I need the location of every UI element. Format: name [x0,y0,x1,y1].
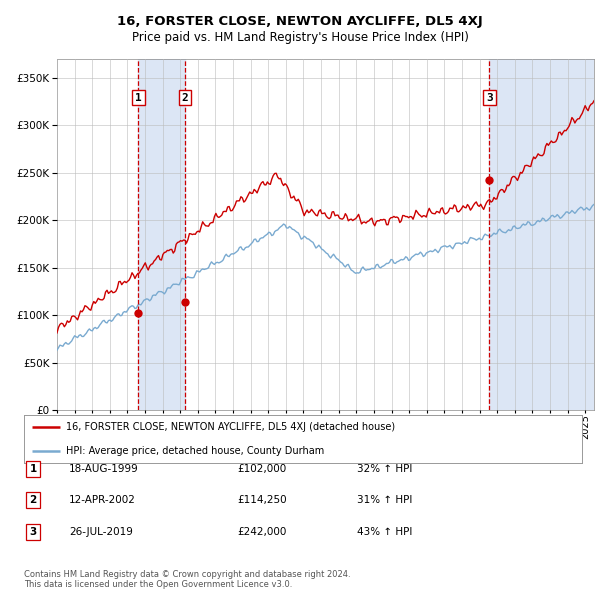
Text: 1: 1 [29,464,37,474]
Text: 43% ↑ HPI: 43% ↑ HPI [357,527,412,536]
Text: 3: 3 [29,527,37,536]
Text: Price paid vs. HM Land Registry's House Price Index (HPI): Price paid vs. HM Land Registry's House … [131,31,469,44]
Text: 31% ↑ HPI: 31% ↑ HPI [357,496,412,505]
Text: 2: 2 [29,496,37,505]
Text: £114,250: £114,250 [237,496,287,505]
Text: 16, FORSTER CLOSE, NEWTON AYCLIFFE, DL5 4XJ: 16, FORSTER CLOSE, NEWTON AYCLIFFE, DL5 … [117,15,483,28]
Bar [139,59,185,410]
Text: HPI: Average price, detached house, County Durham: HPI: Average price, detached house, Coun… [66,446,324,456]
Text: Contains HM Land Registry data © Crown copyright and database right 2024.: Contains HM Land Registry data © Crown c… [24,570,350,579]
Text: 1: 1 [135,93,142,103]
Text: 16, FORSTER CLOSE, NEWTON AYCLIFFE, DL5 4XJ (detached house): 16, FORSTER CLOSE, NEWTON AYCLIFFE, DL5 … [66,422,395,432]
Text: This data is licensed under the Open Government Licence v3.0.: This data is licensed under the Open Gov… [24,579,292,589]
Text: 3: 3 [486,93,493,103]
Text: £102,000: £102,000 [237,464,286,474]
Bar [490,59,594,410]
Text: 32% ↑ HPI: 32% ↑ HPI [357,464,412,474]
Text: £242,000: £242,000 [237,527,286,536]
Text: 2: 2 [182,93,188,103]
Text: 12-APR-2002: 12-APR-2002 [69,496,136,505]
Text: 18-AUG-1999: 18-AUG-1999 [69,464,139,474]
Text: 26-JUL-2019: 26-JUL-2019 [69,527,133,536]
